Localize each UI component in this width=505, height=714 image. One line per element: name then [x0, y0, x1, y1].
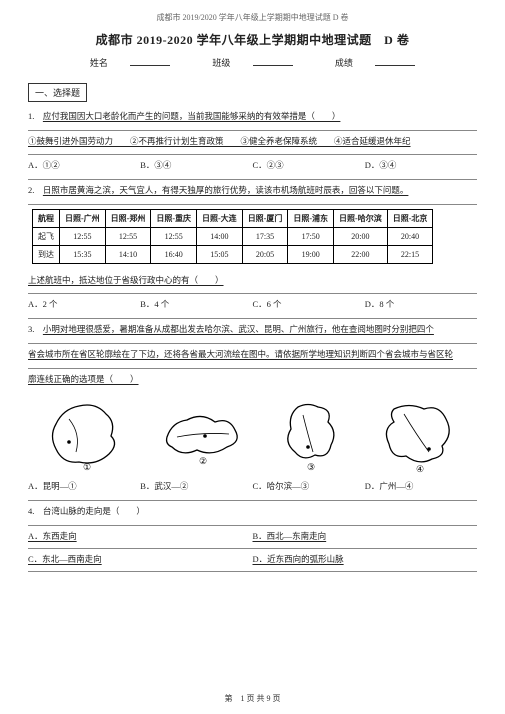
map-label-3: ③: [307, 462, 315, 472]
table-cell: 14:00: [197, 227, 243, 245]
q2-num: 2.: [28, 185, 34, 195]
q2-stem: 2. 日照市居黄海之滨，天气宜人，有得天独厚的旅行优势，读该市机场航班时辰表，回…: [28, 184, 477, 198]
table-header: 日照-哈尔滨: [334, 209, 388, 227]
table-cell: 22:00: [334, 245, 388, 263]
table-cell: 20:40: [387, 227, 433, 245]
section-heading: 一、选择题: [28, 83, 87, 102]
q4-num: 4.: [28, 506, 34, 516]
q1-options: A．①② B．③④ C．②③ D．③④: [28, 159, 477, 171]
q1-opt-c[interactable]: C．②③: [253, 159, 365, 171]
name-label: 姓名: [90, 58, 108, 68]
table-cell: 20:05: [242, 245, 288, 263]
table-header: 日照-广州: [60, 209, 106, 227]
table-cell: 17:35: [242, 227, 288, 245]
q4-opt-c[interactable]: C．东北—西南走向: [28, 553, 253, 565]
map-shape-4: ④: [374, 394, 464, 474]
table-cell: 15:35: [60, 245, 106, 263]
name-blank[interactable]: [130, 56, 170, 66]
q2-opt-d[interactable]: D．8 个: [365, 298, 477, 310]
q1-opt-d[interactable]: D．③④: [365, 159, 477, 171]
q4-row1: A．东西走向 B．西北—东南走向: [28, 530, 477, 542]
class-label: 班级: [212, 58, 230, 68]
exam-title: 成都市 2019-2020 学年八年级上学期期中地理试题 D 卷: [28, 31, 477, 48]
q1-subopts: ①鼓舞引进外国劳动力 ②不再推行计划生育政策 ③健全养老保障系统 ④适合延缓退休…: [28, 135, 477, 149]
table-header: 日照-浦东: [288, 209, 334, 227]
table-header: 航程: [33, 209, 60, 227]
q3-opt-b[interactable]: B．武汉—②: [140, 480, 252, 492]
table-cell: 12:55: [105, 227, 151, 245]
table-cell: 14:10: [105, 245, 151, 263]
page-header: 成都市 2019/2020 学年八年级上学期期中地理试题 D 卷: [28, 12, 477, 23]
q4-stem: 4. 台湾山脉的走向是（ ）: [28, 505, 477, 519]
table-cell: 16:40: [151, 245, 197, 263]
q2-sub: 上述航班中，抵达地位于省级行政中心的有（ ）: [28, 274, 477, 288]
q3-options: A．昆明—① B．武汉—② C．哈尔滨—③ D．广州—④: [28, 480, 477, 492]
q2-opt-a[interactable]: A．2 个: [28, 298, 140, 310]
q3-stem1: 3. 小明对地理很感爱，暑期准备从成都出发去哈尔滨、武汉、昆明、广州旅行，他在查…: [28, 323, 477, 337]
map-label-2: ②: [199, 456, 207, 466]
q3-stem2: 省会城市所在省区轮廓绘在了下边，还将各省最大河流绘在图中。请依据所学地理知识判断…: [28, 348, 477, 362]
class-blank[interactable]: [253, 56, 293, 66]
table-cell: 到达: [33, 245, 60, 263]
map-shape-1: ①: [41, 394, 131, 474]
q1-num: 1.: [28, 111, 34, 121]
q2-opt-b[interactable]: B．4 个: [140, 298, 252, 310]
q4-opt-a[interactable]: A．东西走向: [28, 530, 253, 542]
map-label-4: ④: [416, 464, 424, 474]
q4-row2: C．东北—西南走向 D．近东西向的弧形山脉: [28, 553, 477, 565]
q2-opt-c[interactable]: C．6 个: [253, 298, 365, 310]
q4-opt-d[interactable]: D．近东西向的弧形山脉: [253, 553, 478, 565]
page-footer: 第 1 页 共 9 页: [0, 693, 505, 704]
q3-stem3: 廓连线正确的选项是（ ）: [28, 373, 477, 387]
meta-row: 姓名 班级 成绩: [28, 56, 477, 69]
q3-opt-d[interactable]: D．广州—④: [365, 480, 477, 492]
table-header: 日照-厦门: [242, 209, 288, 227]
map-row: ① ② ③ ④: [28, 394, 477, 474]
table-cell: 15:05: [197, 245, 243, 263]
table-cell: 12:55: [151, 227, 197, 245]
q1-stem: 1. 应付我国因大口老龄化而产生的问题，当前我国能够采纳的有效举措是（ ）: [28, 110, 477, 124]
q2-options: A．2 个 B．4 个 C．6 个 D．8 个: [28, 298, 477, 310]
q4-opt-b[interactable]: B．西北—东南走向: [253, 530, 478, 542]
table-header: 日照-北京: [387, 209, 433, 227]
flight-table: 航程日照-广州日照-郑州日照-重庆日照-大连日照-厦门日照-浦东日照-哈尔滨日照…: [32, 209, 433, 264]
table-header: 日照-大连: [197, 209, 243, 227]
map-label-1: ①: [83, 462, 91, 472]
q3-opt-a[interactable]: A．昆明—①: [28, 480, 140, 492]
map-shape-2: ②: [157, 402, 247, 467]
table-cell: 17:50: [288, 227, 334, 245]
q3-num: 3.: [28, 324, 34, 334]
table-header: 日照-重庆: [151, 209, 197, 227]
q1-opt-b[interactable]: B．③④: [140, 159, 252, 171]
table-cell: 起飞: [33, 227, 60, 245]
table-cell: 20:00: [334, 227, 388, 245]
table-cell: 22:15: [387, 245, 433, 263]
table-cell: 19:00: [288, 245, 334, 263]
table-cell: 12:55: [60, 227, 106, 245]
table-header: 日照-郑州: [105, 209, 151, 227]
q3-opt-c[interactable]: C．哈尔滨—③: [253, 480, 365, 492]
map-shape-3: ③: [273, 397, 348, 472]
q1-opt-a[interactable]: A．①②: [28, 159, 140, 171]
score-label: 成绩: [335, 58, 353, 68]
score-blank[interactable]: [375, 56, 415, 66]
